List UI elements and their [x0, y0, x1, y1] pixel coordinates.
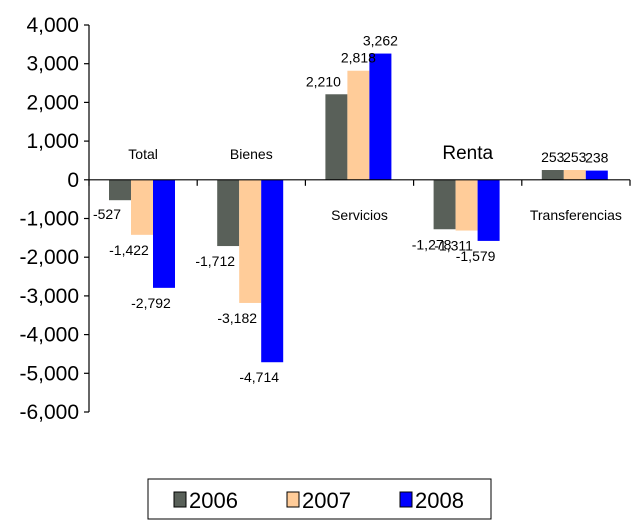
data-label: -2,792 [131, 295, 171, 311]
bar [541, 170, 564, 180]
legend-swatch [399, 491, 413, 508]
category-label: Total [128, 146, 158, 162]
data-label: 2,818 [341, 50, 376, 66]
bar [347, 70, 370, 180]
legend: 2006 2007 2008 [147, 478, 492, 520]
bar [563, 170, 586, 180]
y-axis: 4,000 3,000 2,000 1,000 0 -1,000 -2,000 -3,000 -… [19, 14, 90, 424]
data-label: -1,278 [412, 236, 452, 252]
data-label: -1,712 [195, 253, 235, 269]
legend-swatch [286, 491, 300, 508]
bar [217, 179, 240, 247]
bar [131, 179, 153, 235]
category-label: Renta [442, 143, 493, 164]
bar [239, 179, 262, 303]
y-tick-label: -1,000 [19, 208, 79, 231]
bar [369, 53, 392, 180]
y-tick-label: 2,000 [26, 91, 79, 114]
category-label: Transferencias [530, 207, 622, 223]
y-tick-label: -2,000 [19, 246, 79, 269]
data-labels: -527-1,422-2,792-1,712-3,182-4,7142,2102… [93, 33, 609, 386]
bar [477, 179, 500, 241]
data-label: -1,422 [109, 242, 149, 258]
y-tick-label: -5,000 [19, 362, 79, 385]
y-tick-label: 4,000 [26, 14, 79, 37]
category-labels: Total Bienes Servicios Renta Transferencias [128, 143, 622, 223]
x-axis [88, 179, 631, 186]
y-tick-label: -3,000 [19, 285, 79, 308]
y-tick-label: -6,000 [19, 401, 79, 424]
bar [153, 179, 175, 288]
bar [109, 179, 131, 201]
bar [433, 179, 456, 230]
data-label: -4,714 [239, 369, 279, 385]
data-label: 3,262 [363, 33, 398, 49]
data-label: 238 [585, 150, 609, 166]
legend-box [147, 478, 492, 520]
data-label: 2,210 [306, 73, 341, 89]
data-label: 253 [563, 149, 587, 165]
y-tick-label: 3,000 [26, 53, 79, 76]
category-label: Bienes [230, 146, 273, 162]
data-label: 253 [541, 149, 565, 165]
category-label: Servicios [331, 207, 388, 223]
y-tick-label: 0 [67, 169, 79, 192]
legend-label: 2006 [189, 488, 238, 513]
y-tick-label: -4,000 [19, 324, 79, 347]
data-label: -527 [93, 206, 121, 222]
legend-label: 2007 [302, 488, 351, 513]
y-tick-label: 1,000 [26, 130, 79, 153]
bar [585, 170, 608, 180]
data-label: -3,182 [217, 310, 257, 326]
bars [109, 53, 608, 363]
data-label: -1,311 [434, 238, 473, 254]
legend-label: 2008 [415, 488, 464, 513]
legend-swatch [173, 491, 187, 508]
data-label: -1,579 [456, 248, 496, 264]
bar [261, 179, 284, 363]
bar [325, 94, 348, 180]
bar [455, 179, 478, 231]
